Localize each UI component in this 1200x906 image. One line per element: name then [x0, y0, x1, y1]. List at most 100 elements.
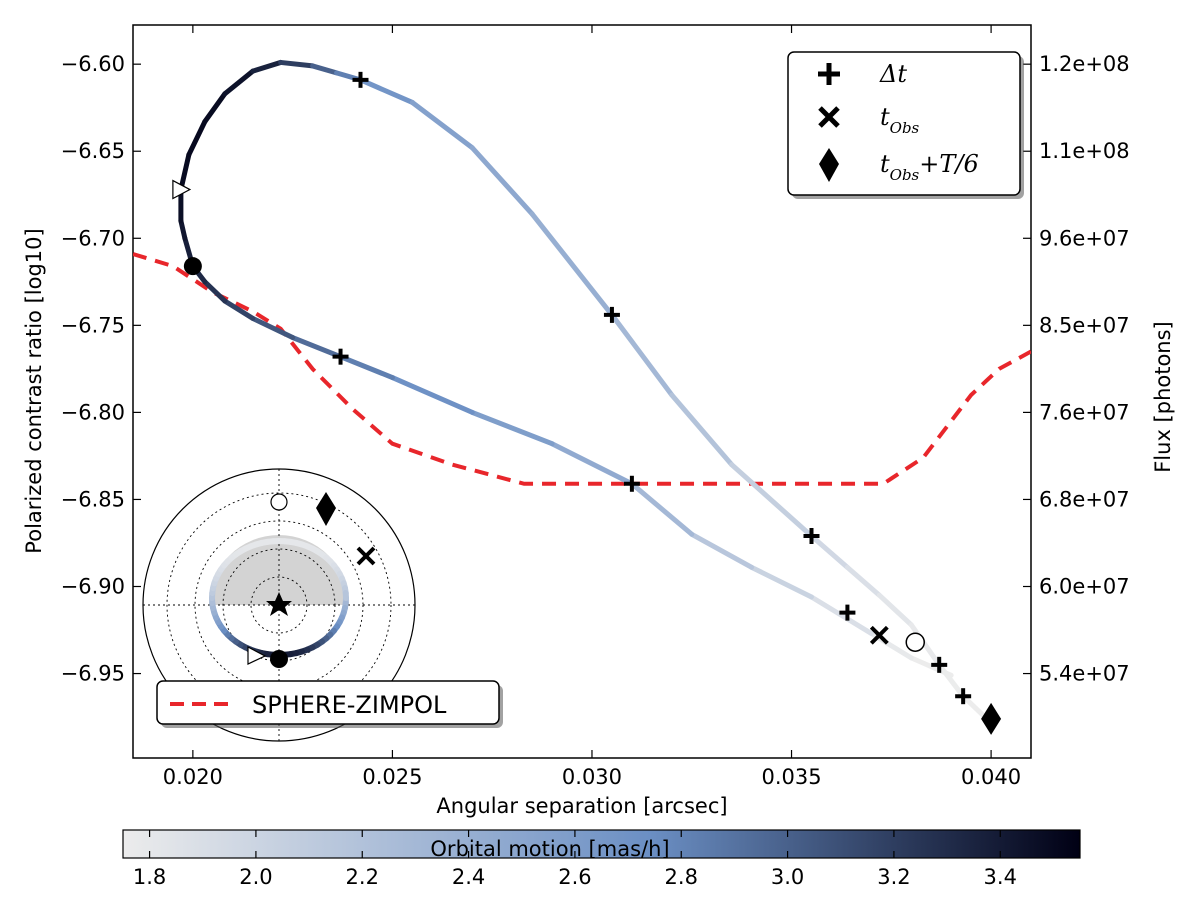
orbit-markers [172, 71, 1002, 735]
orbit-curve-segment [908, 622, 942, 668]
orbit-curve-segment [844, 564, 882, 598]
open-circle-marker [905, 632, 926, 652]
orbit-curve-segment [310, 63, 340, 76]
delta-t-marker [603, 306, 620, 323]
legend-label-delta-t: Δt [879, 60, 907, 88]
y-tick-label: −6.65 [61, 139, 125, 163]
y-tick-label: −6.95 [61, 662, 125, 686]
y-axis-left: −6.60 −6.65 −6.70 −6.75 −6.80 −6.85 −6.90 −6.95 [61, 52, 141, 686]
legend-diamond-icon [819, 148, 839, 182]
colorbar-tick-label: 3.4 [984, 865, 1017, 889]
orbit-curve-segment [960, 693, 986, 718]
delta-t-marker [955, 688, 972, 705]
orbit-curve-segment [250, 59, 284, 74]
x-tick-label: 0.040 [961, 765, 1021, 789]
legend-label-t-obs-t6-suffix: +T/6 [919, 150, 978, 178]
inset-markers [247, 492, 376, 668]
y2-tick-label: 1.2e+08 [1039, 52, 1130, 76]
orbit-curve-segment [357, 77, 415, 105]
t-obs-t6-marker [981, 702, 1002, 735]
zimpol-legend: SPHERE-ZIMPOL [156, 680, 503, 728]
x-tick-label: 0.030 [562, 765, 622, 789]
y2-tick-label: 5.4e+07 [1039, 662, 1130, 686]
orbit-curve-segment [876, 592, 914, 628]
y2-axis-label: Flux [photons] [1151, 321, 1175, 473]
colorbar-tick-label: 2.4 [452, 865, 485, 889]
y-tick-label: −6.75 [61, 313, 125, 337]
colorbar-tick-label: 3.0 [771, 865, 804, 889]
y2-tick-label: 9.6e+07 [1039, 226, 1130, 250]
colorbar-tick-label: 2.2 [346, 865, 379, 889]
y-tick-label: −6.60 [61, 52, 125, 76]
x-tick-label: 0.025 [362, 765, 422, 789]
x-tick-label: 0.020 [163, 765, 223, 789]
y2-tick-label: 8.5e+07 [1039, 313, 1130, 337]
orbit-curve-segment [222, 68, 256, 97]
orbit-curve-segment [689, 531, 755, 570]
colorbar-tick-label: 2.0 [239, 865, 272, 889]
y2-tick-label: 1.1e+08 [1039, 139, 1130, 163]
delta-t-marker [352, 71, 369, 88]
orbit-curve-segment [178, 218, 188, 241]
orbit-curve-segment [202, 91, 228, 125]
colorbar-ticks: 1.8 2.0 2.2 2.4 2.6 2.8 3.0 3.2 3.4 [133, 830, 1017, 889]
legend-x-icon [818, 106, 840, 128]
delta-t-marker [623, 475, 640, 492]
x-tick-label: 0.035 [761, 765, 821, 789]
orbit-curve-segment [186, 119, 208, 158]
colorbar-tick-label: 2.6 [558, 865, 591, 889]
y-axis-right: 1.2e+08 1.1e+08 9.6e+07 8.5e+07 7.6e+07 6.8e+… [1023, 52, 1130, 686]
colorbar-label: Orbital motion [mas/h] [430, 837, 669, 861]
orbit-curve-segment [250, 315, 296, 341]
colorbar-tick-label: 1.8 [133, 865, 166, 889]
inset-filled-circle [270, 650, 288, 668]
inset-open-circle [270, 493, 288, 511]
y-tick-label: −6.80 [61, 400, 125, 424]
y-axis-label: Polarized contrast ratio [log10] [22, 228, 46, 553]
colorbar-tick-label: 2.8 [665, 865, 698, 889]
orbit-curve-segment [178, 152, 192, 193]
y-tick-label: −6.90 [61, 575, 125, 599]
inset-triangle [247, 646, 267, 665]
delta-t-marker [839, 604, 856, 621]
orbit-curve-segment [469, 409, 555, 447]
legend-label-t-obs: tObs [880, 103, 920, 137]
delta-t-marker [931, 656, 948, 673]
y-tick-label: −6.85 [61, 487, 125, 511]
orbit-curve-segment [529, 211, 615, 318]
legend-label-t-obs-main: t [880, 103, 890, 131]
delta-t-marker [332, 348, 349, 365]
legend-zimpol-label: SPHERE-ZIMPOL [252, 691, 447, 719]
legend-label-t-obs-t6-main: t [880, 150, 890, 178]
orbit-curve-segment [729, 462, 814, 539]
sphere-zimpol-line [133, 252, 1031, 486]
orbit-curve-segment [409, 99, 475, 151]
colorbar-tick-label: 3.2 [877, 865, 910, 889]
marker-legend: Δt tObs tObs+T/6 [787, 51, 1024, 199]
x-axis: 0.020 0.025 0.030 0.035 0.040 [163, 25, 1021, 789]
inset-diamond [316, 492, 336, 526]
orbit-curve-segment [222, 298, 256, 321]
inset-star-icon [266, 592, 292, 616]
orbit-curve-segment [749, 564, 814, 600]
orbit-curve-segment [338, 354, 395, 381]
orbit-curve-segment [936, 662, 966, 699]
t-obs-marker [869, 625, 889, 645]
colorbar [122, 829, 1081, 859]
orbit-curve-segment [202, 279, 228, 304]
orbit-inset [142, 468, 416, 742]
orbit-curve-segment [469, 145, 535, 217]
orbit-curve-segment [669, 392, 735, 468]
t-obs-marker-b [869, 625, 889, 645]
x-axis-label: Angular separation [arcsec] [436, 794, 727, 818]
orbit-curve-segment [609, 312, 675, 398]
y2-tick-label: 6.0e+07 [1039, 575, 1130, 599]
orbit-curve-segment [629, 481, 695, 537]
inset-x-b [356, 546, 376, 566]
legend-plus-icon [818, 63, 840, 85]
y2-tick-label: 6.8e+07 [1039, 487, 1130, 511]
delta-t-marker [803, 528, 820, 545]
triangle-marker [172, 179, 192, 200]
y-tick-label: −6.70 [61, 226, 125, 250]
